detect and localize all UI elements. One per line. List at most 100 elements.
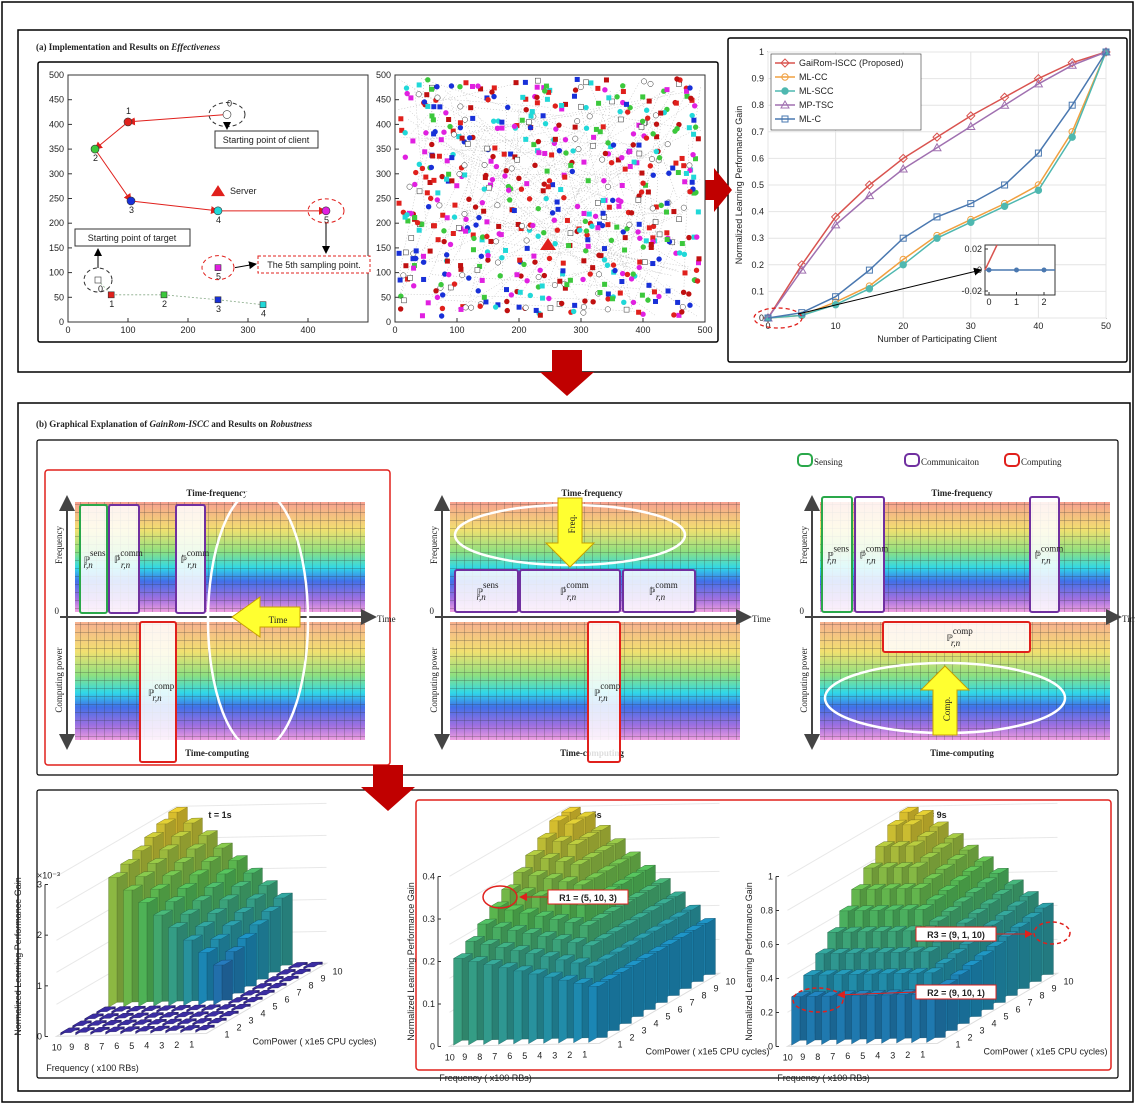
y-tick-label: 150: [49, 243, 64, 253]
dot: [620, 83, 626, 89]
dot: [508, 151, 514, 157]
bar-top: [200, 856, 222, 862]
link: [460, 102, 641, 136]
bar-top: [566, 839, 588, 845]
bar-top: [143, 1012, 165, 1018]
dot: [517, 289, 523, 295]
y-tick-label: 0: [59, 317, 64, 327]
dot: [682, 270, 688, 276]
bar-top: [934, 863, 956, 870]
bar-side: [168, 922, 178, 1007]
bar-top: [230, 881, 252, 887]
block-sub: r,n: [84, 560, 94, 570]
dot: [550, 182, 556, 188]
dot: [605, 140, 611, 146]
block-sub: r,n: [567, 592, 577, 602]
bar-side: [558, 975, 568, 1044]
marker: [832, 293, 840, 301]
link: [491, 105, 665, 300]
dot: [664, 141, 671, 148]
dot: [676, 250, 683, 256]
dot: [494, 125, 501, 132]
z-tick-label: 0.2: [760, 1008, 773, 1018]
dot: [470, 247, 476, 253]
dot: [447, 123, 453, 130]
link: [613, 254, 689, 268]
dot: [656, 256, 662, 262]
dot: [562, 174, 568, 180]
dot: [650, 235, 656, 241]
bar-side: [138, 897, 148, 1007]
dot: [517, 257, 523, 263]
bar-top: [176, 1018, 198, 1024]
dot: [627, 163, 633, 169]
arrow-label: Time: [269, 615, 288, 625]
dot: [416, 161, 423, 168]
block-label: ℙsens r,n: [84, 548, 106, 570]
link: [618, 123, 660, 296]
dot: [398, 293, 404, 299]
dot: [535, 77, 541, 84]
freq-tick: 3: [890, 1050, 895, 1060]
dot: [448, 83, 455, 89]
dot: [673, 100, 679, 106]
dot: [604, 306, 611, 313]
dot: [461, 162, 468, 169]
bar-top: [611, 878, 633, 885]
dot: [406, 183, 413, 190]
note-box: [214, 130, 319, 149]
dot: [519, 223, 525, 229]
dot: [597, 129, 603, 135]
point-label: 2: [93, 153, 98, 163]
dot: [686, 234, 692, 241]
plot-title: t = 9s: [923, 810, 946, 820]
bar-top: [638, 885, 660, 891]
dot: [457, 103, 464, 110]
dot: [552, 103, 558, 109]
dot: [626, 221, 633, 228]
block-sup: comp: [154, 681, 174, 691]
bar-side: [281, 892, 293, 966]
dot: [477, 303, 483, 309]
dot: [478, 86, 484, 92]
dot: [623, 306, 630, 313]
dot: [675, 299, 681, 305]
resource-block: [854, 496, 885, 613]
legend-label: Computing: [1021, 457, 1062, 467]
bar-side: [108, 872, 118, 1008]
comp-tick: 8: [1040, 991, 1045, 1001]
bar-top: [889, 841, 911, 847]
bar-top: [874, 841, 896, 847]
yellow-arrow: [231, 596, 301, 638]
link: [409, 110, 619, 294]
bar-top: [161, 870, 183, 877]
bar-top: [919, 946, 941, 952]
focus-ring: [206, 488, 310, 752]
bar-side: [528, 968, 538, 1045]
bar-top: [524, 948, 546, 954]
link: [401, 137, 630, 145]
dot: [559, 106, 565, 112]
y-tick-label: 0.2: [751, 260, 764, 270]
dot: [493, 163, 500, 170]
dot: [421, 99, 428, 105]
dot: [595, 225, 601, 231]
bar-top: [629, 912, 651, 919]
dot: [473, 222, 479, 228]
dot: [484, 145, 490, 152]
callout: R2 = (9, 10, 1): [927, 988, 985, 998]
bar-top: [904, 946, 926, 953]
dot: [663, 209, 669, 215]
path-arrow: [127, 114, 228, 126]
comp-axis-label: ComPower ( x1e5 CPU cycles): [253, 1036, 377, 1046]
y-tick-label: 250: [49, 194, 64, 204]
dot: [653, 298, 659, 304]
bar-top: [1006, 900, 1028, 907]
bar-top: [599, 974, 621, 980]
dot: [408, 235, 415, 241]
point-label: 4: [261, 309, 266, 319]
y-axis-label: Normalized Learning Performance Gain: [734, 106, 744, 265]
dot: [644, 115, 651, 121]
dot: [502, 173, 508, 179]
dot: [534, 94, 540, 101]
